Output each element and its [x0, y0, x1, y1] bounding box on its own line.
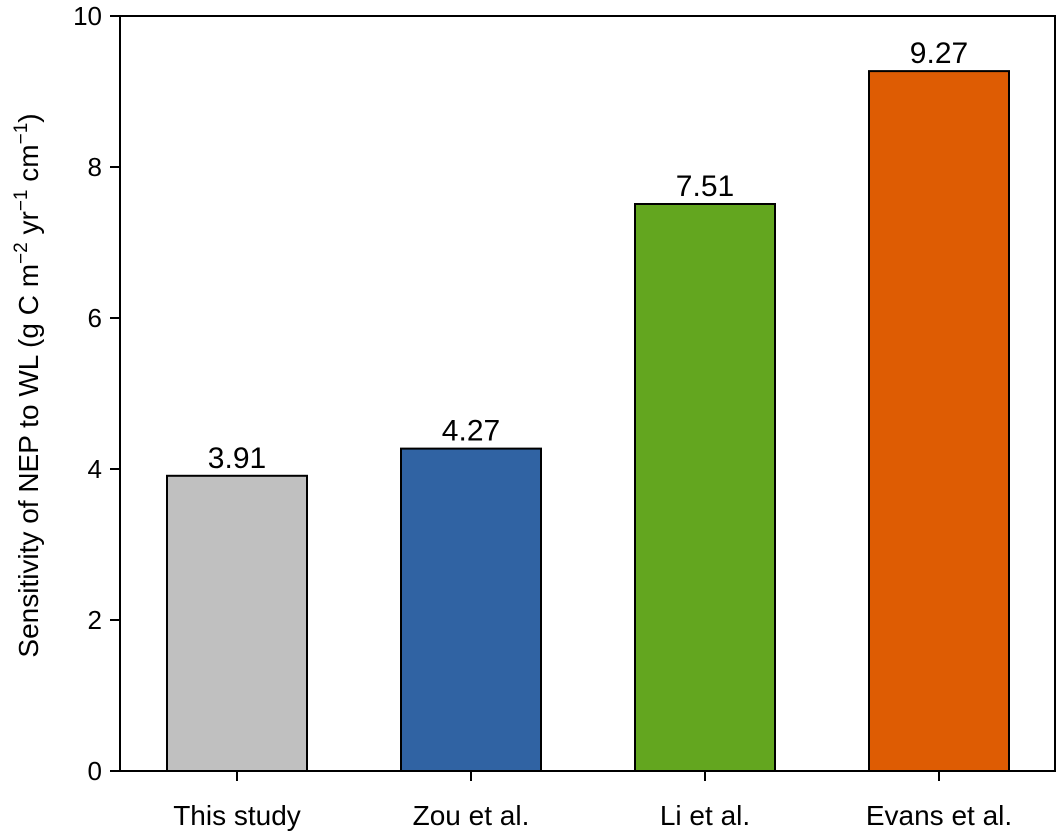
data-label: 4.27	[442, 415, 500, 448]
y-axis-title-part: )	[13, 113, 44, 122]
plot-frame	[119, 15, 1056, 772]
plot-border	[119, 15, 1056, 772]
y-axis-title-part: yr	[13, 211, 44, 242]
bars	[166, 70, 1010, 773]
y-tick-label: 8	[88, 152, 102, 182]
x-tick-label: Evans et al.	[866, 800, 1012, 831]
y-axis-label: Sensitivity of NEP to WL (g C m−2 yr−1 c…	[11, 113, 44, 657]
y-tick-label: 0	[88, 756, 102, 786]
y-tick-label: 6	[88, 303, 102, 333]
data-labels: 3.91 4.27 7.51 9.27	[208, 37, 968, 475]
bar-li-et-al	[634, 202, 776, 772]
bar-zou-et-al	[400, 447, 542, 772]
x-axis-ticks: This study Zou et al. Li et al. Evans et al…	[173, 771, 1012, 831]
y-axis-title-superscript: −2	[11, 242, 32, 264]
y-tick-label: 10	[73, 1, 102, 31]
data-label: 9.27	[910, 37, 968, 70]
y-axis-title-part: Sensitivity of NEP to WL (g C m	[13, 264, 44, 658]
x-tick-label: Zou et al.	[413, 800, 530, 831]
data-label: 7.51	[676, 170, 734, 203]
bar-evans-et-al	[868, 70, 1010, 773]
y-axis-title-superscript: −1	[11, 189, 32, 211]
y-axis-title-part: cm	[13, 144, 44, 189]
x-tick-label: Li et al.	[660, 800, 750, 831]
data-label: 3.91	[208, 442, 266, 475]
y-tick-label: 4	[88, 454, 102, 484]
x-tick-label: This study	[173, 800, 301, 831]
y-axis-ticks: 0 2 4 6 8 10	[73, 1, 120, 786]
bar-this-study	[166, 474, 308, 772]
y-axis-title: Sensitivity of NEP to WL (g C m−2 yr−1 c…	[11, 113, 44, 657]
y-axis-title-superscript: −1	[11, 123, 32, 145]
y-tick-label: 2	[88, 605, 102, 635]
